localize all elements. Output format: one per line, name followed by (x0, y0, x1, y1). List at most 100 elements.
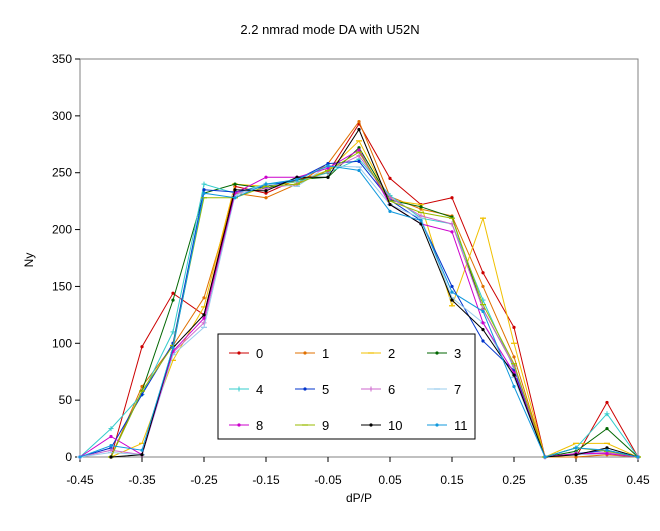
data-point (357, 148, 361, 152)
legend-item: 0 (229, 346, 263, 361)
data-point (368, 386, 374, 392)
data-point (233, 188, 237, 192)
legend-item: 1 (295, 346, 329, 361)
data-point (605, 446, 609, 450)
x-tick-label: 0.35 (564, 473, 588, 487)
data-point (202, 313, 206, 317)
data-point (435, 423, 439, 427)
data-point (543, 455, 547, 459)
data-point (171, 298, 175, 302)
data-point (202, 296, 206, 300)
x-tick-label: -0.35 (128, 473, 156, 487)
data-point (264, 191, 268, 195)
data-point (326, 164, 330, 168)
data-point (295, 175, 299, 179)
data-point (109, 444, 113, 448)
data-point (419, 218, 423, 223)
legend-item: 4 (229, 382, 263, 397)
data-point (233, 196, 237, 200)
legend: 0 1 2 3 4 5 6 7 8 9 10 11 (217, 333, 476, 440)
data-point (388, 202, 392, 207)
data-point (109, 434, 113, 439)
data-point (604, 411, 610, 417)
series-line (110, 140, 639, 458)
data-point (605, 426, 609, 431)
y-tick-label: 250 (52, 166, 72, 180)
legend-item: 2 (361, 346, 395, 361)
series-line (110, 128, 639, 458)
data-point (574, 455, 578, 459)
data-point (171, 291, 175, 295)
legend-item: 8 (229, 418, 263, 433)
data-point (450, 290, 454, 294)
data-point (202, 191, 206, 195)
data-point (419, 205, 423, 209)
data-point (170, 329, 176, 335)
legend-item: 11 (427, 418, 468, 433)
legend-label: 8 (256, 418, 263, 433)
data-point (636, 455, 640, 459)
legend-item: 7 (427, 382, 461, 397)
data-point (450, 298, 454, 302)
data-point (140, 345, 144, 349)
data-point (237, 423, 241, 427)
data-point (140, 448, 144, 452)
x-axis-label: dP/P (346, 491, 372, 505)
data-point (264, 175, 268, 179)
legend-label: 1 (322, 346, 329, 361)
legend-label: 4 (256, 382, 263, 397)
data-point (237, 351, 241, 355)
legend-item: 6 (361, 382, 395, 397)
data-point (140, 453, 144, 457)
data-point (303, 387, 307, 391)
x-tick-label: 0.05 (378, 473, 402, 487)
x-tick-label: 0.45 (626, 473, 650, 487)
legend-label: 11 (454, 418, 468, 433)
data-point (171, 346, 175, 350)
x-axis: -0.45 -0.35 -0.25 -0.15 -0.05 0.05 0.15 0.25 0.3… (66, 457, 650, 487)
y-tick-label: 100 (52, 336, 72, 350)
x-tick-label: -0.15 (252, 473, 280, 487)
y-tick-label: 350 (52, 52, 72, 66)
x-tick-label: 0.25 (502, 473, 526, 487)
data-point (574, 453, 578, 457)
y-tick-label: 150 (52, 279, 72, 293)
y-tick-label: 0 (65, 450, 72, 464)
legend-label: 2 (388, 346, 395, 361)
data-point (201, 181, 207, 187)
data-point (512, 355, 516, 359)
data-point (357, 168, 361, 173)
legend-label: 6 (388, 382, 395, 397)
data-point (388, 209, 392, 213)
chart-title: 2.2 nmrad mode DA with U52N (240, 22, 419, 37)
data-point (481, 321, 485, 325)
data-point (264, 182, 268, 186)
x-tick-label: 0.15 (440, 473, 464, 487)
data-point (233, 182, 237, 186)
y-axis-label: Ny (22, 253, 36, 268)
legend-item: 9 (295, 418, 329, 433)
data-point (202, 316, 206, 320)
data-point (369, 423, 373, 427)
legend-label: 10 (388, 418, 402, 433)
data-point (326, 175, 330, 179)
data-point (450, 284, 454, 289)
y-tick-label: 300 (52, 109, 72, 123)
data-point (264, 189, 268, 193)
data-point (481, 339, 485, 343)
data-point (357, 159, 361, 163)
data-point (357, 146, 361, 150)
data-point (264, 196, 268, 200)
data-point (109, 455, 113, 459)
data-point (512, 373, 516, 377)
legend-box (217, 333, 476, 440)
data-point (202, 188, 206, 192)
series-layer (77, 119, 641, 460)
data-point (481, 309, 485, 314)
data-point (236, 386, 242, 392)
data-point (108, 426, 114, 432)
x-tick-label: -0.25 (190, 473, 218, 487)
data-point (357, 127, 361, 132)
data-point (78, 455, 82, 459)
data-point (201, 320, 207, 326)
